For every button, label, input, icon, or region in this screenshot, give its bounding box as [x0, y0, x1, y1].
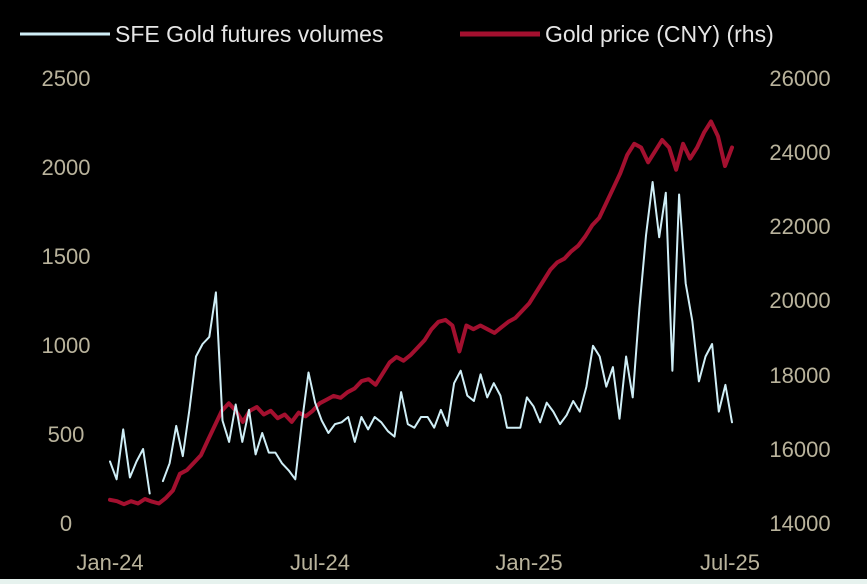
right-tick-label: 14000 [769, 511, 830, 536]
legend: SFE Gold futures volumes Gold price (CNY… [20, 21, 774, 47]
x-tick-label: Jul-25 [700, 550, 760, 575]
right-tick-label: 26000 [769, 66, 830, 91]
left-axis: 0 500 1000 1500 2000 2500 [42, 66, 91, 536]
series-layer [108, 119, 734, 507]
bottom-divider [0, 579, 867, 584]
left-tick-label: 1500 [42, 244, 91, 269]
x-axis: Jan-24 Jul-24 Jan-25 Jul-25 [76, 550, 760, 575]
price-series-line [108, 119, 734, 507]
left-tick-label: 1000 [42, 333, 91, 358]
legend-label-volumes: SFE Gold futures volumes [115, 21, 383, 47]
right-tick-label: 24000 [769, 140, 830, 165]
right-tick-label: 16000 [769, 437, 830, 462]
left-tick-label: 2500 [42, 66, 91, 91]
right-tick-label: 20000 [769, 288, 830, 313]
left-tick-label: 500 [48, 422, 85, 447]
volume-series-line [109, 181, 733, 495]
right-tick-label: 18000 [769, 363, 830, 388]
left-tick-label: 2000 [42, 155, 91, 180]
x-tick-label: Jan-25 [495, 550, 562, 575]
legend-label-price: Gold price (CNY) (rhs) [545, 21, 774, 47]
left-tick-label: 0 [60, 511, 72, 536]
right-axis: 14000 16000 18000 20000 22000 24000 2600… [769, 66, 830, 536]
x-tick-label: Jan-24 [76, 550, 143, 575]
x-tick-label: Jul-24 [290, 550, 350, 575]
right-tick-label: 22000 [769, 214, 830, 239]
